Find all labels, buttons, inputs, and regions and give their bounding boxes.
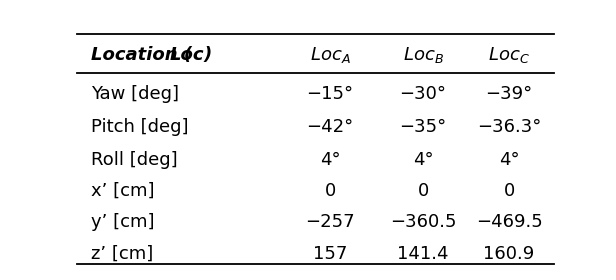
Text: x’ [cm]: x’ [cm]	[91, 182, 155, 200]
Text: 4°: 4°	[320, 151, 340, 169]
Text: −469.5: −469.5	[476, 213, 543, 231]
Text: 141.4: 141.4	[397, 244, 449, 263]
Text: −360.5: −360.5	[390, 213, 456, 231]
Text: 0: 0	[503, 182, 515, 200]
Text: 0: 0	[418, 182, 429, 200]
Text: Yaw [deg]: Yaw [deg]	[91, 85, 179, 103]
Text: 4°: 4°	[499, 151, 519, 169]
Text: $\mathbf{\mathit{Loc}}_{\mathbf{\mathit{A}}}$: $\mathbf{\mathit{Loc}}_{\mathbf{\mathit{…	[310, 45, 351, 65]
Text: Loc: Loc	[170, 46, 205, 64]
Text: −257: −257	[305, 213, 355, 231]
Text: 160.9: 160.9	[484, 244, 535, 263]
Text: −35°: −35°	[400, 118, 447, 136]
Text: ): )	[203, 46, 212, 64]
Text: −15°: −15°	[306, 85, 354, 103]
Text: −36.3°: −36.3°	[477, 118, 541, 136]
Text: y’ [cm]: y’ [cm]	[91, 213, 155, 231]
Text: 157: 157	[313, 244, 347, 263]
Text: Roll [deg]: Roll [deg]	[91, 151, 178, 169]
Text: Location (: Location (	[91, 46, 192, 64]
Text: Pitch [deg]: Pitch [deg]	[91, 118, 189, 136]
Text: −30°: −30°	[400, 85, 447, 103]
Text: 4°: 4°	[413, 151, 434, 169]
Text: $\mathbf{\mathit{Loc}}_{\mathbf{\mathit{B}}}$: $\mathbf{\mathit{Loc}}_{\mathbf{\mathit{…	[403, 45, 444, 65]
Text: z’ [cm]: z’ [cm]	[91, 244, 153, 263]
Text: −42°: −42°	[306, 118, 354, 136]
Text: −39°: −39°	[485, 85, 533, 103]
Text: 0: 0	[325, 182, 336, 200]
Text: $\mathbf{\mathit{Loc}}_{\mathbf{\mathit{C}}}$: $\mathbf{\mathit{Loc}}_{\mathbf{\mathit{…	[488, 45, 530, 65]
